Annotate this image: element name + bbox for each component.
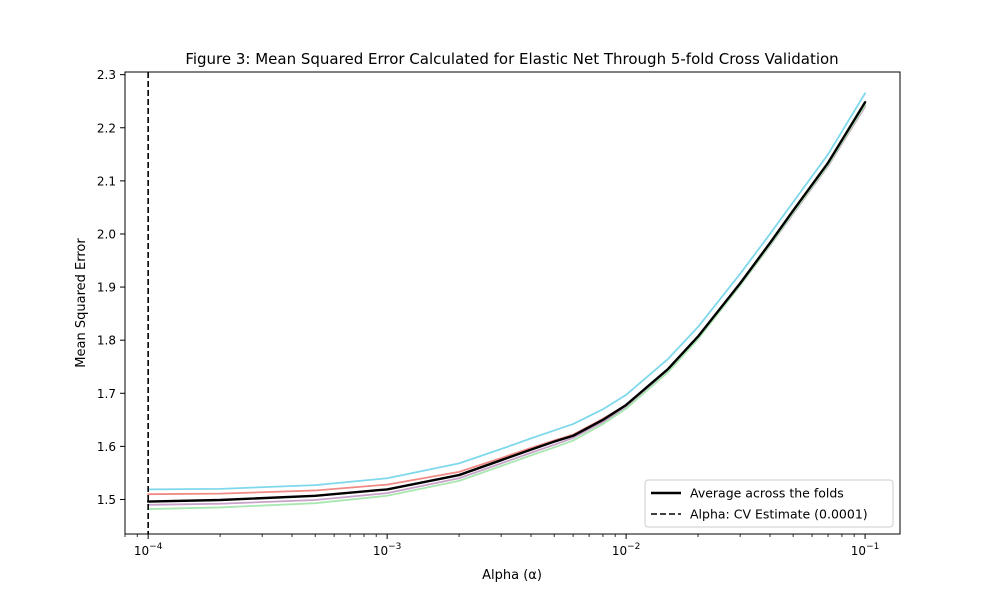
- x-tick-label: 10−1: [851, 542, 880, 558]
- x-tick-label: 10−2: [612, 542, 641, 558]
- legend-box: [644, 479, 894, 528]
- y-axis: 1.5 1.6 1.7 1.8 1.9 2.0 2.1 2.2 2.3: [97, 68, 125, 507]
- x-tick-label: 10−3: [373, 542, 402, 558]
- x-axis: 10−4 10−3 10−2 10−1: [124, 534, 880, 558]
- y-tick-label: 1.7: [97, 387, 116, 401]
- y-tick-label: 1.8: [97, 334, 116, 348]
- fold-line-3: [147, 105, 866, 506]
- series-line-average: [146, 101, 867, 503]
- legend-label: Average across the folds: [690, 486, 844, 501]
- y-tick-label: 1.5: [97, 493, 116, 507]
- fold-line-1: [147, 92, 866, 491]
- legend-label: Alpha: CV Estimate (0.0001): [690, 507, 868, 522]
- y-tick-label: 2.0: [97, 227, 116, 241]
- plot-area: [146, 72, 867, 534]
- y-tick-label: 2.2: [97, 121, 116, 135]
- fold-line-2: [147, 105, 866, 496]
- y-tick-label: 2.3: [97, 68, 116, 82]
- y-tick-label: 2.1: [97, 174, 116, 188]
- x-axis-label: Alpha (α): [482, 568, 542, 583]
- chart-title: Figure 3: Mean Squared Error Calculated …: [185, 50, 838, 68]
- legend: Average across the folds Alpha: CV Estima…: [644, 479, 894, 528]
- y-tick-label: 1.9: [97, 281, 116, 295]
- fold-line-4: [147, 104, 866, 510]
- x-tick-label: 10−4: [134, 542, 163, 558]
- axes-frame: [124, 71, 901, 535]
- y-axis-label: Mean Squared Error: [74, 238, 89, 368]
- y-tick-label: 1.6: [97, 440, 116, 454]
